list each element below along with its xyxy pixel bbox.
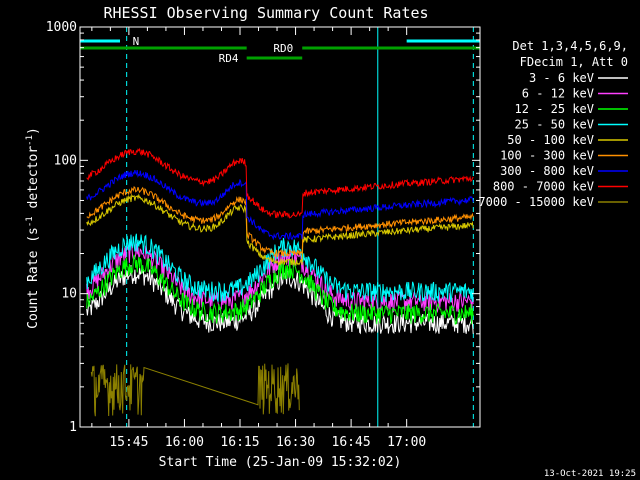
series-line	[90, 363, 300, 417]
legend-entry-label: 3 - 6 keV	[529, 71, 594, 85]
y-axis: 1 10 100 1000	[46, 20, 480, 435]
x-axis-label: Start Time (25-Jan-09 15:32:02)	[159, 455, 402, 470]
y-tick-label: 1000	[46, 20, 77, 35]
footer-timestamp: 13-Oct-2021 19:25	[544, 469, 636, 479]
y-tick-label: 10	[61, 287, 77, 302]
x-tick-label: 16:00	[165, 435, 204, 450]
y-axis-label-mid: detector	[26, 146, 41, 217]
legend-entry-label: 25 - 50 keV	[515, 118, 594, 132]
legend-entry-label: 100 - 300 keV	[500, 149, 594, 163]
plot-area: N RD0 RD4	[80, 27, 480, 427]
legend-header-line2: FDecim 1, Att 0	[520, 55, 628, 69]
legend-entry-label: 7000 - 15000 keV	[478, 195, 594, 209]
series-line	[86, 193, 474, 267]
series-line	[86, 233, 474, 303]
plot-frame	[79, 26, 481, 428]
x-axis: 15:45 16:00 16:15 16:30 16:45 17:00	[91, 27, 426, 450]
legend-header-line1: Det 1,3,4,5,6,9,	[512, 39, 628, 53]
series-group	[86, 147, 474, 417]
x-tick-label: 17:00	[387, 435, 426, 450]
x-tick-label: 16:15	[220, 435, 259, 450]
legend-entry-label: 50 - 100 keV	[507, 133, 594, 147]
series-line	[86, 147, 474, 219]
legend-entry-label: 6 - 12 keV	[522, 87, 594, 101]
y-axis-label-sup1: -1	[25, 216, 35, 227]
y-tick-label: 1	[69, 420, 77, 435]
chart-title: RHESSI Observing Summary Count Rates	[103, 4, 428, 22]
series-line	[86, 265, 474, 335]
flag-label-rd0: RD0	[273, 42, 293, 55]
x-tick-label: 16:45	[332, 435, 371, 450]
legend-entry-label: 12 - 25 keV	[515, 102, 594, 116]
y-axis-label: Count Rate (s-1 detector-1)	[25, 127, 41, 329]
series-line	[86, 185, 474, 259]
legend-entry-label: 300 - 800 keV	[500, 164, 594, 178]
series-line	[86, 254, 474, 325]
y-axis-label-main: Count Rate (s	[26, 227, 41, 329]
x-tick-label: 16:30	[276, 435, 315, 450]
flag-label-rd4: RD4	[219, 52, 239, 65]
legend: Det 1,3,4,5,6,9, FDecim 1, Att 0 3 - 6 k…	[478, 39, 628, 209]
y-tick-label: 100	[54, 153, 77, 168]
flag-label-n: N	[133, 35, 140, 48]
x-tick-label: 15:45	[109, 435, 148, 450]
legend-entry-label: 800 - 7000 keV	[493, 180, 594, 194]
y-axis-label-sup2: -1	[25, 135, 35, 146]
series-line	[86, 169, 474, 241]
y-axis-label-end: )	[26, 127, 41, 135]
